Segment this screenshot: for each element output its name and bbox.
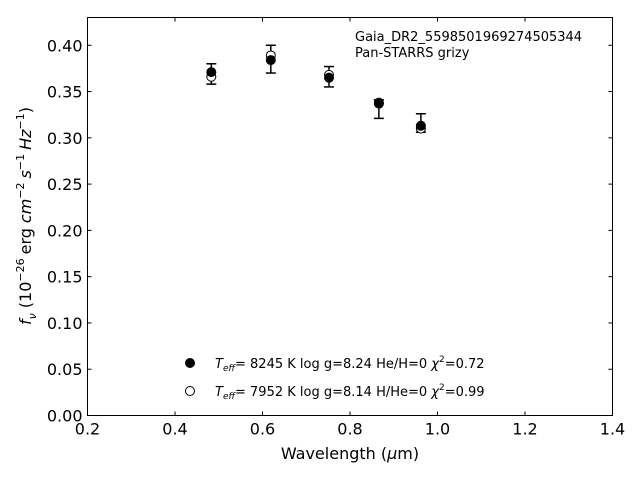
object-name-annotation: Gaia_DR2_5598501969274505344 (355, 30, 582, 45)
legend-marker-open (185, 386, 195, 396)
y-tick-label: 0.15 (47, 268, 83, 287)
legend: Teff= 8245 K log g=8.24 He/H=0 χ2=0.72 T… (185, 355, 485, 402)
x-axis-label: Wavelength (μm) (281, 444, 419, 463)
model-point-filled (415, 120, 426, 131)
y-tick-label: 0.00 (47, 407, 83, 426)
x-tick-label: 0.4 (162, 420, 187, 439)
x-axis-ticks: 0.2 0.4 0.6 0.8 1.0 1.2 1.4 (75, 17, 625, 439)
x-tick-label: 1.4 (600, 420, 625, 439)
y-tick-label: 0.30 (47, 129, 83, 148)
model-point-filled (206, 67, 217, 78)
y-tick-label: 0.25 (47, 175, 83, 194)
legend-entry-2: Teff= 7952 K log g=8.14 H/He=0 χ2=0.99 (215, 383, 485, 402)
model-point-filled (324, 72, 334, 83)
y-tick-label: 0.10 (47, 314, 83, 333)
plot-layer (206, 44, 426, 134)
x-tick-label: 1.0 (425, 420, 450, 439)
x-tick-label: 0.6 (250, 420, 275, 439)
model-point-filled (373, 98, 384, 109)
x-tick-label: 0.8 (337, 420, 362, 439)
x-tick-label: 1.2 (512, 420, 537, 439)
x-tick-label: 0.2 (75, 420, 100, 439)
y-tick-label: 0.05 (47, 360, 83, 379)
y-tick-label: 0.20 (47, 221, 83, 240)
survey-annotation: Pan-STARRS grizy (355, 46, 470, 61)
legend-entry-1: Teff= 8245 K log g=8.24 He/H=0 χ2=0.72 (215, 355, 485, 374)
y-tick-label: 0.35 (47, 83, 83, 102)
y-axis-ticks: 0.00 0.05 0.10 0.15 0.20 0.25 0.30 0.35 0.40 (47, 36, 613, 426)
legend-marker-filled (185, 358, 195, 368)
model-point-filled (265, 55, 276, 66)
y-tick-label: 0.40 (47, 36, 83, 55)
plot-frame (87, 17, 613, 416)
y-axis-label: fν(10−26ergcm−2s−1Hz−1) (14, 107, 39, 325)
